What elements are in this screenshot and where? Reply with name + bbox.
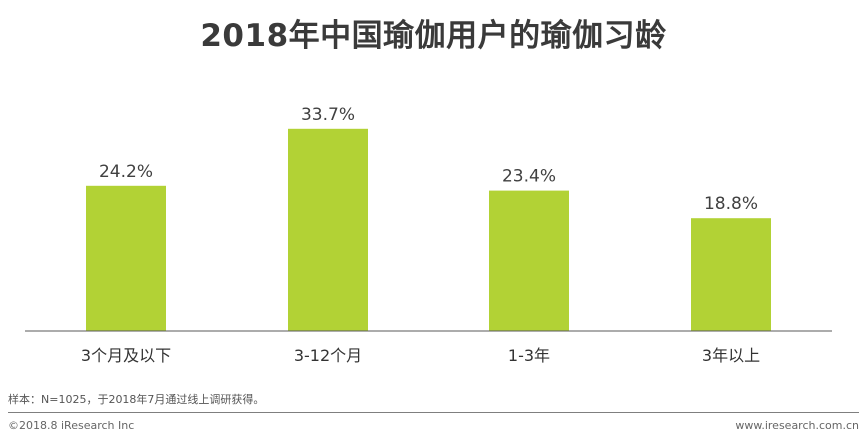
x-tick-label: 3-12个月 [294, 346, 362, 365]
chart-title: 2018年中国瑜伽用户的瑜伽习龄 [200, 18, 667, 54]
footer-divider [8, 412, 859, 413]
x-tick-label: 3个月及以下 [81, 346, 171, 365]
bar [691, 218, 771, 331]
bar [489, 190, 569, 331]
website: www.iresearch.com.cn [735, 419, 859, 432]
bar [288, 128, 368, 331]
x-tick-label: 3年以上 [702, 346, 760, 365]
footnote: 样本：N=1025，于2018年7月通过线上调研获得。 [8, 393, 265, 406]
bar [86, 185, 166, 331]
bar-value-label: 23.4% [502, 167, 556, 187]
bar-value-label: 24.2% [99, 162, 153, 182]
copyright: ©2018.8 iResearch Inc [8, 419, 135, 432]
x-tick-label: 1-3年 [508, 346, 550, 365]
bar-value-label: 33.7% [301, 105, 355, 125]
bar-value-label: 18.8% [704, 194, 758, 214]
